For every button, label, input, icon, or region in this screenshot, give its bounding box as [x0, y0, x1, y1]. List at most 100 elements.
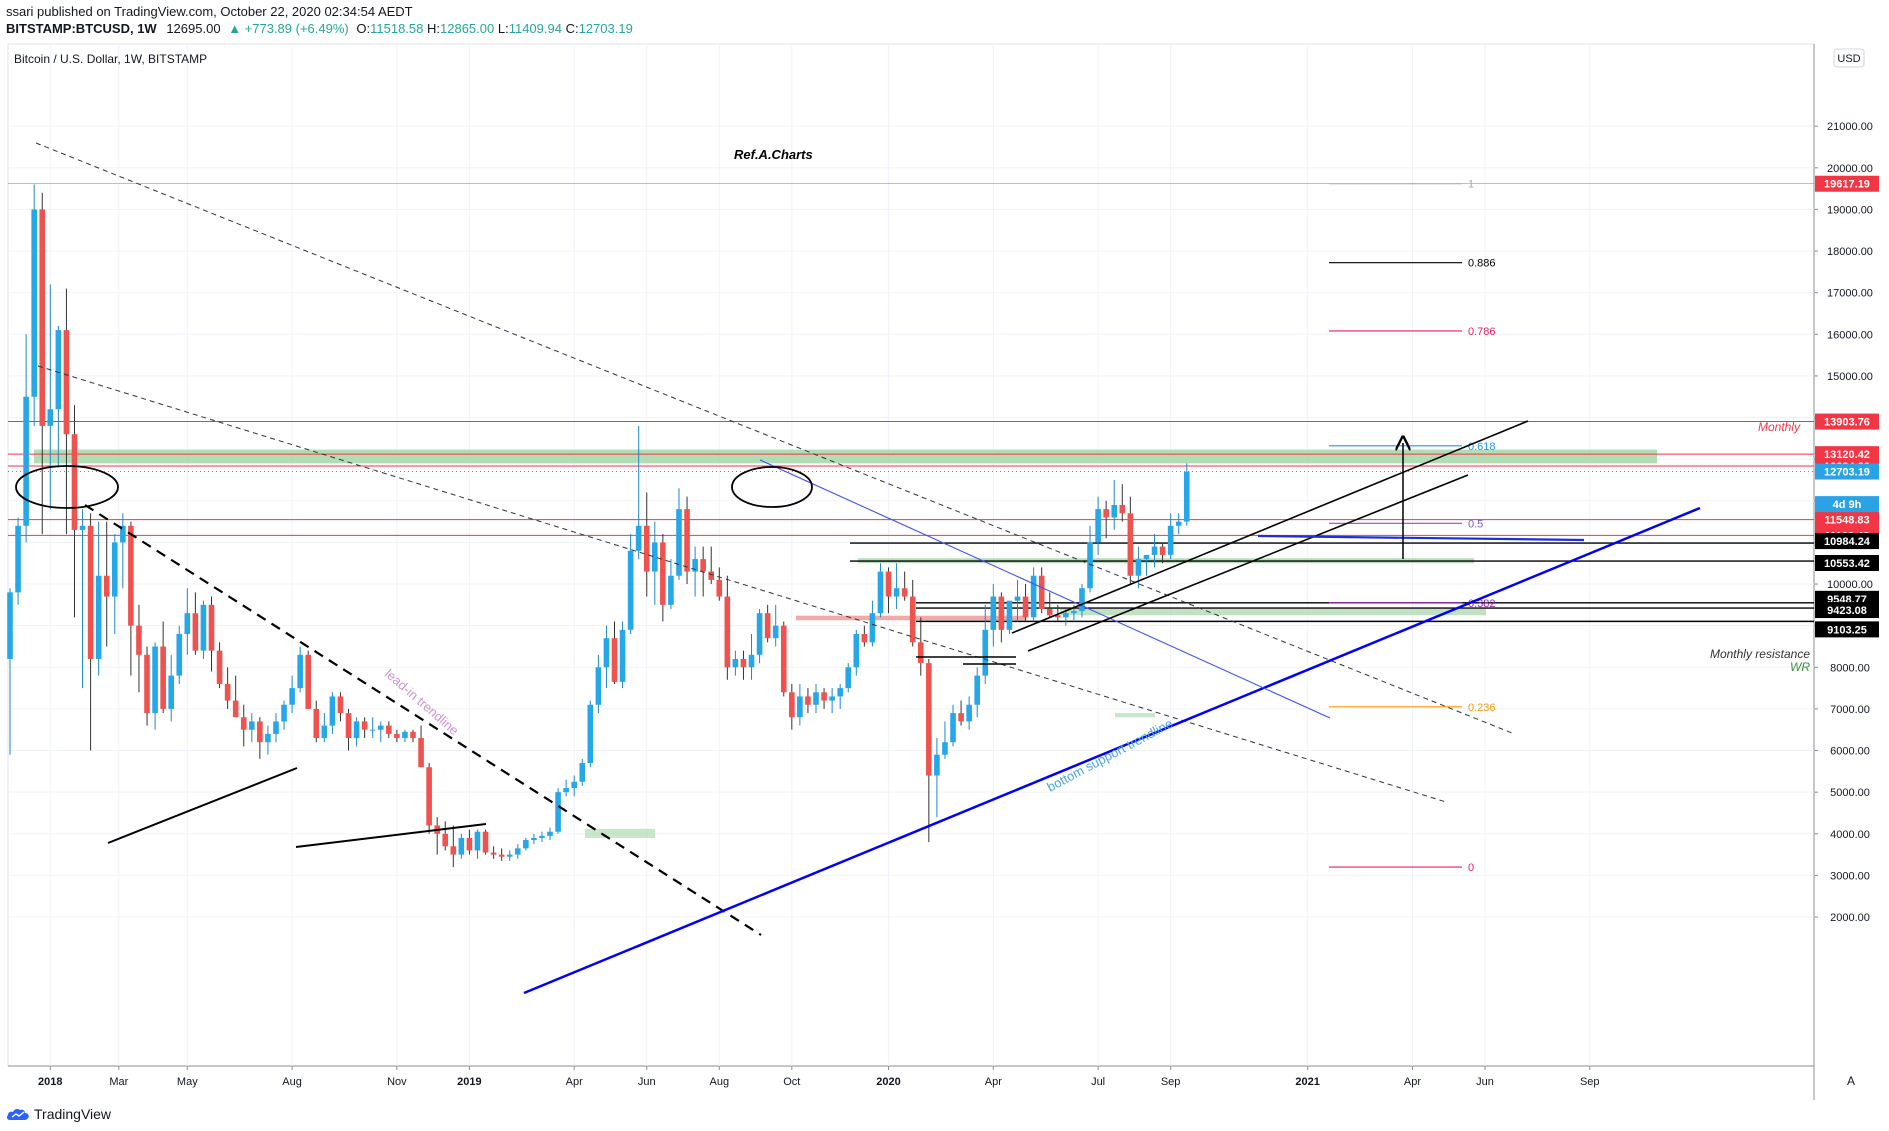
candle-body: [813, 692, 819, 705]
candle-body: [571, 781, 577, 789]
fib-level-label: 0.786: [1468, 326, 1496, 338]
horizontal-levels: [8, 183, 1814, 623]
candle-body: [901, 588, 908, 597]
price-label-level-bg: [1815, 533, 1879, 550]
candle-body: [329, 696, 336, 726]
candle-body: [466, 837, 473, 851]
candle-body: [136, 625, 142, 655]
candle-body: [821, 692, 827, 701]
candle-body: [1014, 596, 1021, 601]
time-axis[interactable]: 2018 Mar May Aug Nov 2019 Apr Jun Aug Oct 2020 Apr J…: [38, 1066, 1600, 1088]
candle-body: [926, 663, 932, 776]
author-annotation: Ref.A.Charts: [734, 147, 813, 162]
candle-body: [789, 692, 795, 718]
candle-body: [1119, 504, 1126, 514]
price-tick-label: 8000.00: [1830, 662, 1870, 674]
time-tick-label: Jun: [638, 1076, 656, 1088]
candle-body: [748, 654, 755, 668]
candle-body: [71, 434, 78, 530]
candle-body: [192, 613, 199, 651]
candle-body: [337, 696, 344, 714]
support-zones: [34, 449, 1657, 838]
candle-body: [1063, 613, 1069, 618]
candle-body: [144, 654, 150, 714]
candle-body: [506, 854, 513, 857]
tradingview-logo[interactable]: TradingView: [6, 1106, 111, 1122]
candle-body: [837, 688, 843, 697]
time-tick-label: Oct: [783, 1076, 800, 1088]
candle-body: [1006, 600, 1013, 630]
candle-body: [1135, 559, 1142, 576]
time-tick-label: 2018: [38, 1076, 62, 1088]
price-change: ▲ +773.89 (+6.49%): [228, 21, 349, 36]
price-tick-label: 20000.00: [1827, 163, 1873, 175]
candle-body: [168, 675, 174, 709]
candle-body: [869, 613, 876, 643]
candle-body: [1046, 609, 1053, 616]
candle-body: [547, 831, 553, 836]
time-tick-label: Mar: [109, 1076, 128, 1088]
candle-body: [893, 588, 900, 597]
time-tick-label: Apr: [566, 1076, 583, 1088]
highlight-ellipse-left: [15, 465, 119, 509]
candle-body: [63, 330, 70, 435]
candle-body: [1030, 575, 1037, 618]
fib-level-label: 0: [1468, 862, 1474, 874]
candle-body: [321, 725, 328, 739]
low-label: L:: [497, 21, 509, 36]
currency-badge[interactable]: [1833, 48, 1865, 68]
candle-body: [950, 713, 956, 743]
price-labels: 19617.1913903.7613120.4212834.8211548.83…: [1815, 175, 1879, 638]
auto-scale-button[interactable]: A: [1847, 1074, 1855, 1088]
candle-body: [635, 525, 642, 551]
candle-body: [23, 396, 29, 526]
grid: [8, 44, 1814, 1066]
price-tick-label: 5000.00: [1830, 787, 1870, 799]
chart-title: Bitcoin / U.S. Dollar, 1W, BITSTAMP: [14, 52, 207, 66]
candle-body: [1183, 471, 1190, 522]
price-label-level: 11548.83: [1824, 515, 1869, 527]
fib-level-label: 0.5: [1468, 518, 1483, 530]
chart-header: ssari published on TradingView.com, Octo…: [0, 0, 1889, 44]
candle-body: [845, 667, 852, 689]
candle-body: [764, 613, 771, 639]
candle-body: [482, 831, 489, 853]
symbol-ohlc-line: BITSTAMP:BTCUSD, 1W 12695.00 ▲ +773.89 (…: [6, 21, 633, 36]
candle-body: [208, 604, 215, 651]
candle-body: [934, 754, 940, 776]
high-value: 12865.00: [440, 21, 495, 36]
monthly-annotation: Monthly: [1758, 420, 1801, 434]
candle-body: [120, 525, 126, 543]
candle-body: [1038, 575, 1045, 610]
candle-body: [982, 629, 989, 676]
candle-body: [111, 542, 118, 597]
upper-channel-line: [1011, 420, 1529, 634]
candle-body: [780, 625, 787, 693]
candle-body: [369, 729, 376, 731]
price-label-level-bg: [1815, 602, 1879, 619]
candle-body: [595, 667, 602, 705]
candle-body: [660, 542, 666, 605]
candle-body: [853, 634, 860, 668]
candle-body: [297, 654, 303, 689]
candle-body: [442, 833, 449, 847]
price-tick-label: 19000.00: [1827, 204, 1873, 216]
candle-body: [579, 763, 586, 782]
candle-body: [55, 330, 62, 410]
candle-body: [1087, 542, 1093, 589]
candle-body: [152, 646, 158, 714]
monthly-resistance-annotation: Monthly resistance: [1710, 647, 1810, 661]
triangle-support-line-2: [295, 823, 487, 848]
fib-level-label: 0.236: [1468, 702, 1496, 714]
candle-body: [474, 831, 481, 851]
candle-body: [289, 688, 295, 705]
lower-dashed-trendline: [37, 365, 1447, 803]
candle-body: [885, 571, 892, 597]
candle-body: [700, 559, 706, 572]
candle-body: [877, 571, 884, 614]
candle-body: [797, 696, 803, 718]
candle-body: [756, 613, 763, 655]
price-label-level: 10553.42: [1824, 558, 1870, 570]
candle-body: [942, 742, 948, 755]
